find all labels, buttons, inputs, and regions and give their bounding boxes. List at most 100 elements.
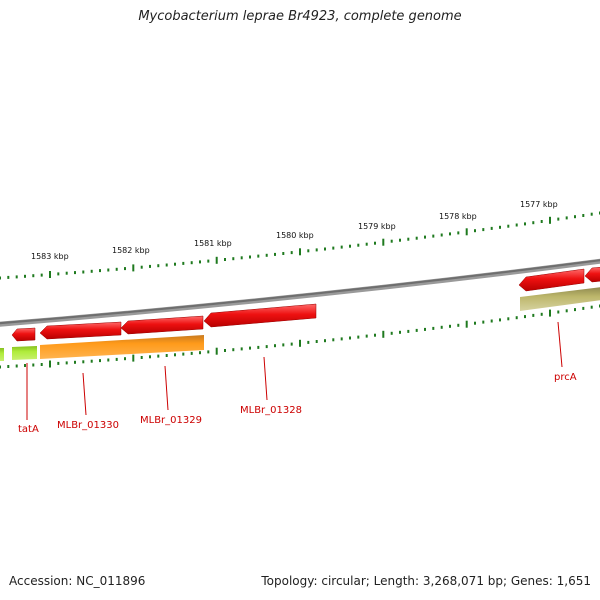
lower-minor-tick — [174, 353, 176, 357]
upper-minor-tick — [582, 214, 585, 217]
upper-minor-tick — [257, 254, 260, 258]
cds-track — [11, 266, 600, 342]
upper-minor-tick — [407, 237, 410, 241]
lower-minor-tick — [40, 363, 43, 366]
cds-mlbr-01330[interactable] — [39, 321, 122, 340]
upper-minor-tick — [232, 257, 235, 261]
scale-label-1578: 1578 kbp — [439, 212, 477, 221]
upper-minor-tick — [440, 233, 443, 237]
upper-minor-tick — [307, 249, 310, 253]
upper-minor-tick — [357, 243, 360, 247]
upper-minor-tick — [590, 212, 593, 216]
leader-mlbr-01330 — [82, 372, 87, 416]
upper-minor-tick — [107, 268, 110, 272]
cds-right-edge[interactable] — [584, 266, 600, 283]
lower-minor-tick — [557, 310, 560, 314]
upper-minor-tick — [399, 238, 401, 242]
upper-major-tick — [549, 216, 551, 224]
lower-minor-tick — [307, 340, 310, 344]
upper-minor-tick — [290, 251, 293, 255]
lower-minor-tick — [532, 313, 535, 317]
lower-minor-tick — [224, 349, 226, 352]
accession-text: Accession: NC_011896 — [9, 574, 146, 588]
upper-minor-tick — [424, 235, 426, 239]
upper-minor-tick — [349, 244, 351, 248]
upper-minor-tick — [390, 239, 393, 243]
scale-labels: 1583 kbp 1582 kbp 1581 kbp 1580 kbp 1579… — [31, 200, 558, 261]
cds-prcA[interactable] — [518, 268, 585, 292]
upper-minor-tick — [490, 226, 493, 230]
upper-minor-tick — [474, 229, 476, 233]
upper-major-tick — [382, 238, 385, 246]
lower-minor-tick — [65, 361, 68, 365]
gene-label-mlbr-01330[interactable]: MLBr_01330 — [57, 420, 119, 431]
upper-minor-tick — [557, 217, 560, 221]
lower-minor-tick — [407, 329, 410, 333]
lower-minor-tick — [365, 334, 368, 338]
lower-minor-tick — [199, 351, 201, 355]
gene-labels: tatA MLBr_01330 MLBr_01329 MLBr_01328 pr… — [18, 372, 577, 435]
cds-tatA[interactable] — [11, 327, 36, 342]
upper-minor-tick — [457, 231, 460, 235]
lower-major-tick — [549, 309, 551, 317]
lower-minor-tick — [240, 347, 243, 351]
upper-minor-tick — [124, 267, 126, 271]
lower-minor-tick — [415, 328, 418, 332]
lower-minor-tick — [115, 357, 118, 361]
lower-minor-tick — [7, 365, 10, 368]
lower-minor-tick — [507, 317, 510, 321]
lower-minor-tick — [357, 335, 360, 339]
lower-minor-tick — [499, 318, 501, 322]
lower-minor-tick — [432, 326, 435, 330]
upper-major-tick — [215, 256, 218, 264]
upper-minor-tick — [240, 256, 243, 260]
cds-mlbr-01329[interactable] — [120, 315, 204, 335]
gene-label-prcA[interactable]: prcA — [554, 372, 577, 383]
lower-minor-tick — [390, 331, 393, 335]
leader-mlbr-01329 — [164, 365, 169, 411]
upper-major-tick — [465, 228, 468, 236]
lower-minor-tick — [207, 350, 210, 354]
upper-minor-tick — [82, 270, 85, 274]
upper-major-tick — [49, 271, 51, 278]
feature-track — [0, 287, 600, 361]
olive-feature[interactable] — [520, 287, 600, 311]
lime-feature-left-edge[interactable] — [0, 348, 4, 361]
upper-minor-tick — [415, 236, 418, 240]
lower-minor-tick — [249, 346, 251, 350]
upper-minor-tick — [15, 275, 18, 279]
upper-minor-tick — [282, 252, 285, 255]
gene-label-tatA[interactable]: tatA — [18, 424, 39, 435]
upper-minor-tick — [315, 248, 318, 252]
upper-minor-tick — [0, 276, 1, 280]
upper-minor-tick — [532, 221, 535, 225]
upper-minor-tick — [24, 274, 26, 278]
lower-minor-tick — [440, 325, 443, 329]
upper-minor-tick — [540, 220, 543, 223]
lower-minor-tick — [74, 360, 76, 364]
upper-minor-tick — [65, 271, 68, 275]
lower-minor-tick — [324, 339, 326, 343]
lower-minor-tick — [574, 308, 576, 312]
lime-feature[interactable] — [12, 346, 37, 360]
orange-feature[interactable] — [40, 335, 204, 359]
cds-mlbr-01328[interactable] — [203, 303, 317, 328]
upper-minor-tick — [32, 274, 35, 278]
scale-label-1579: 1579 kbp — [358, 222, 396, 231]
upper-minor-tick — [432, 234, 435, 238]
gene-label-mlbr-01329[interactable]: MLBr_01329 — [140, 415, 202, 426]
lower-minor-tick — [540, 312, 543, 316]
gene-label-mlbr-01328[interactable]: MLBr_01328 — [240, 405, 302, 416]
lower-minor-tick — [232, 348, 235, 352]
upper-tick-track — [0, 211, 600, 280]
lower-major-tick — [299, 339, 301, 347]
upper-minor-tick — [149, 264, 151, 268]
lower-major-tick — [465, 320, 468, 328]
lower-minor-tick — [82, 360, 85, 364]
scale-label-1581: 1581 kbp — [194, 239, 232, 248]
lower-minor-tick — [99, 359, 101, 363]
upper-minor-tick — [249, 255, 251, 259]
lower-minor-tick — [399, 330, 401, 334]
upper-minor-tick — [365, 242, 368, 246]
